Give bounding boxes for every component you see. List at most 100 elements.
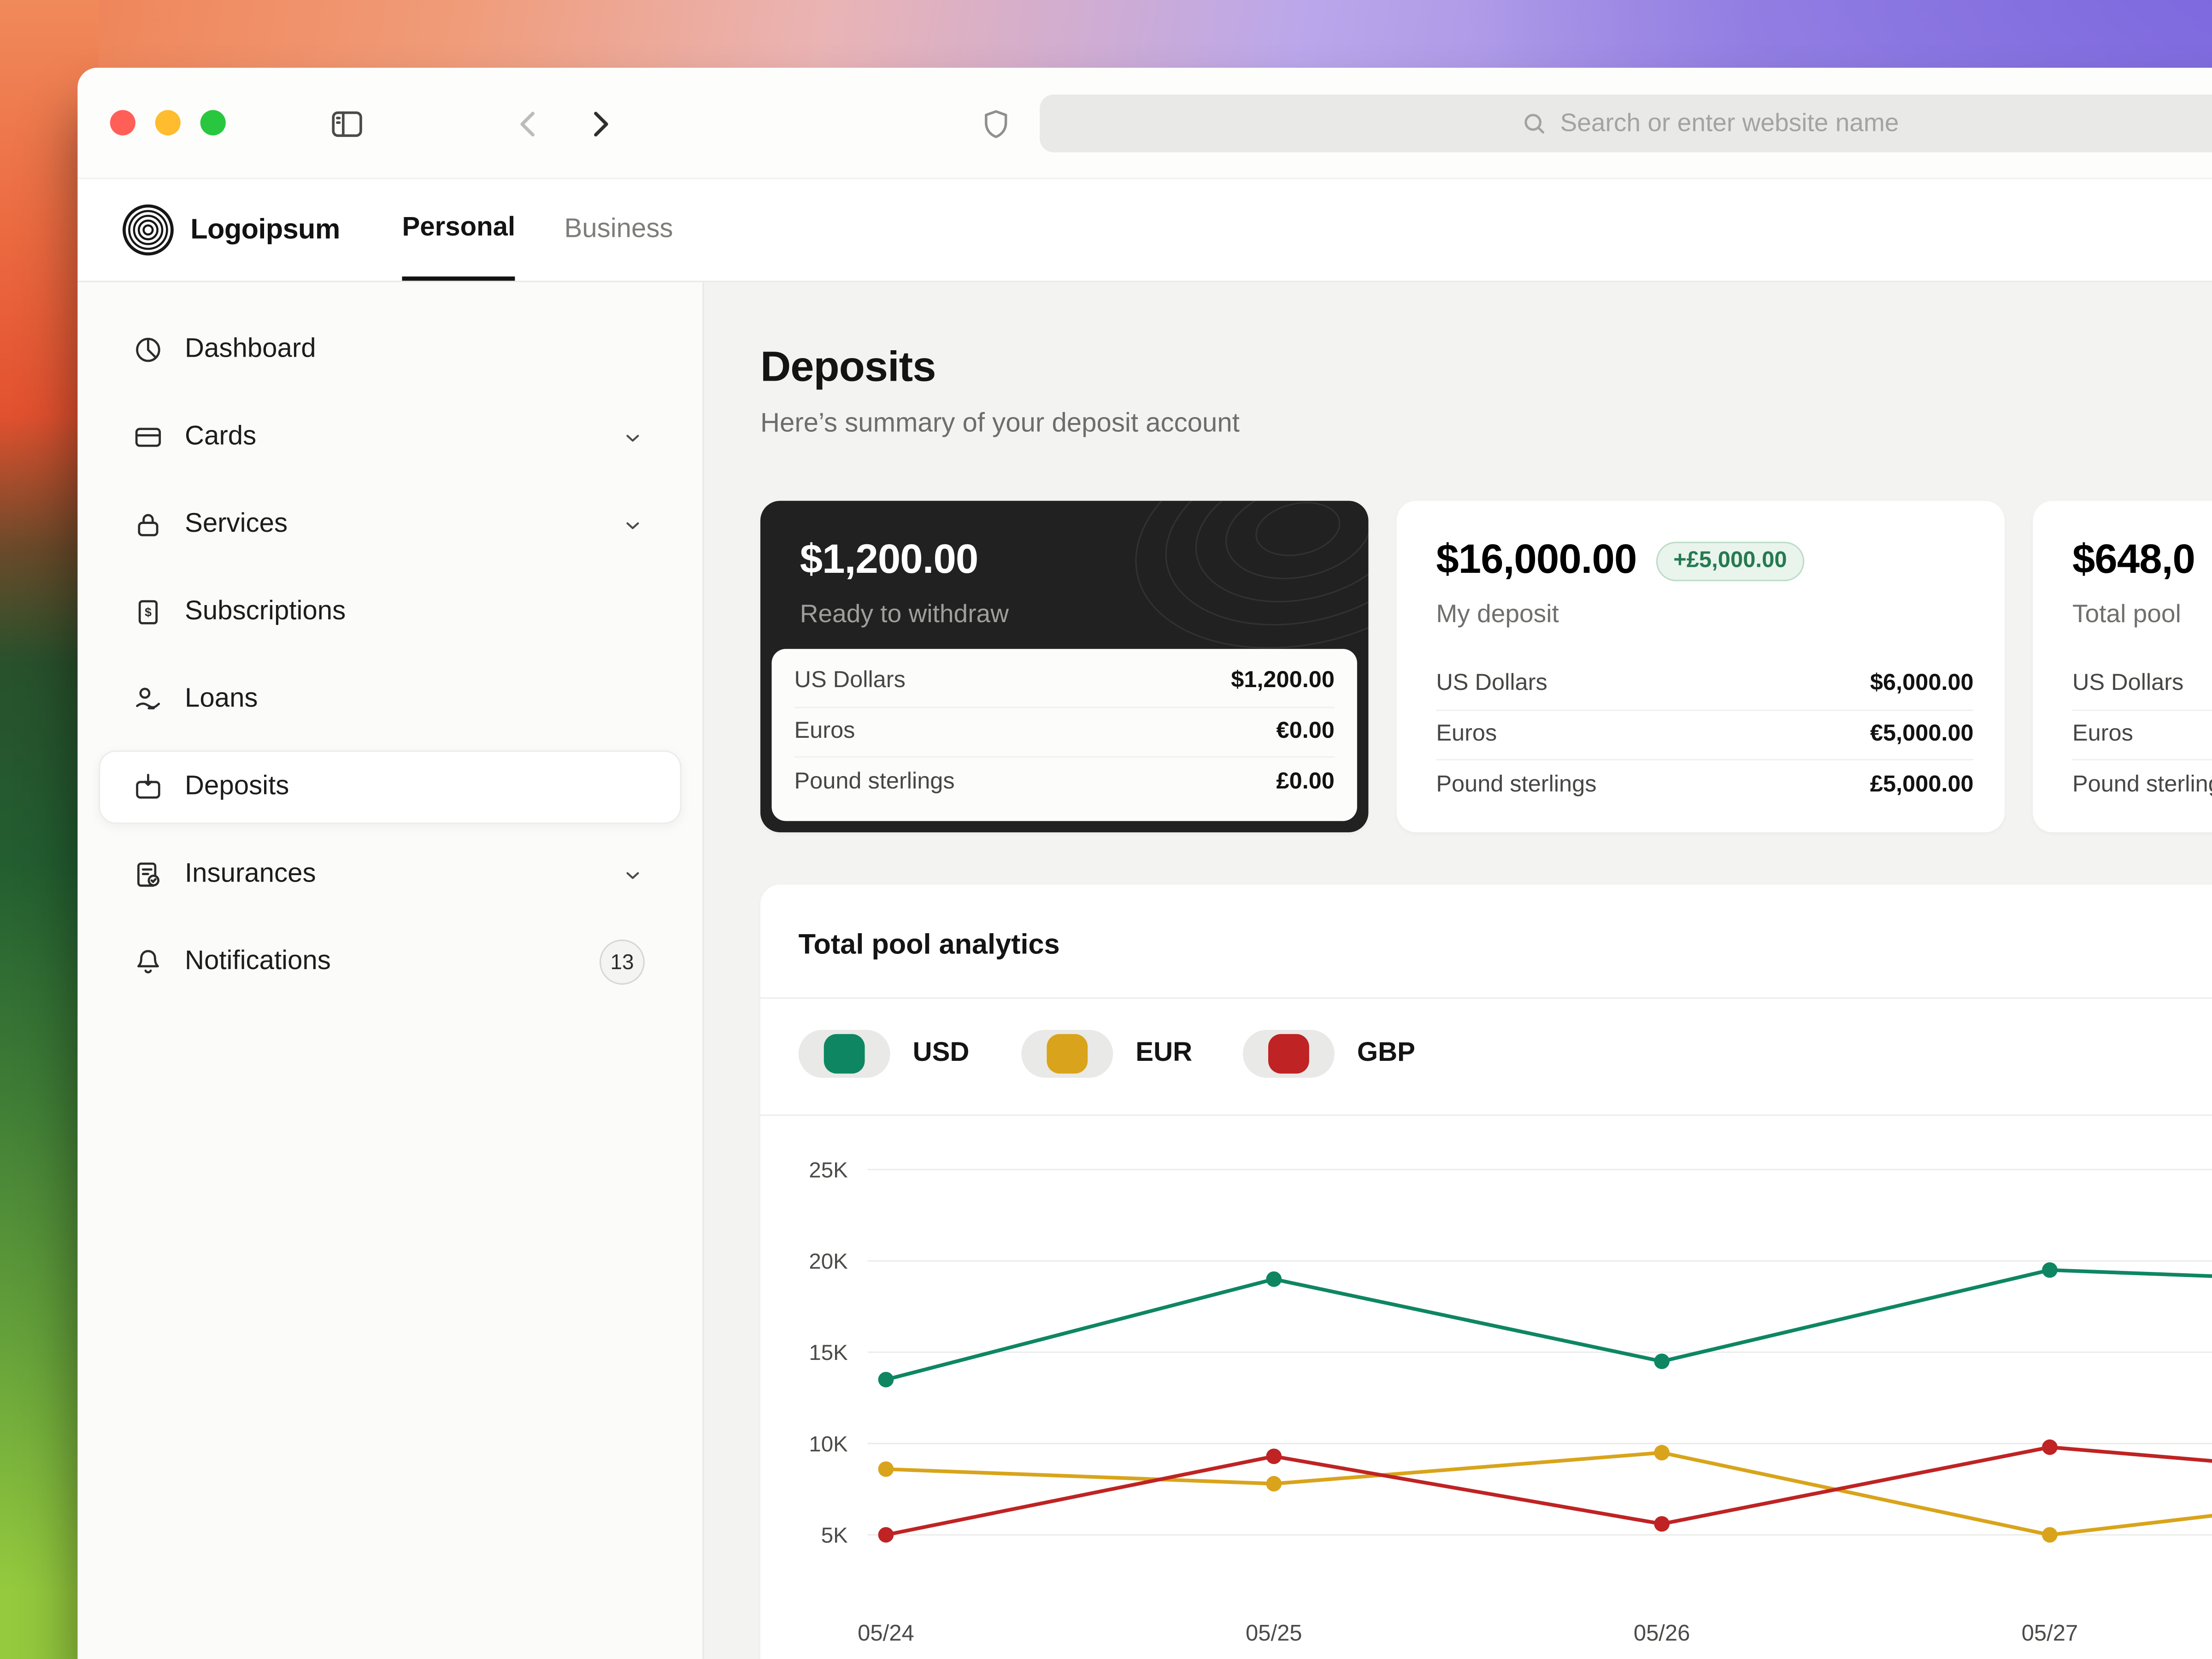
currency-row: Euros (2072, 709, 2212, 759)
gbp-toggle[interactable]: GBP (1242, 1030, 1415, 1078)
sidebar-toggle-icon (332, 111, 362, 136)
analytics-line-chart: 5K 10K 15K 20K 25K 05/24 05/25 05/26 05/27 (809, 1158, 2212, 1646)
shield-icon (985, 109, 1007, 138)
app-body: Dashboard Cards (77, 282, 2212, 1659)
hand-coin-icon (133, 684, 164, 715)
card-amount: $1,200.00 (800, 537, 979, 583)
svg-text:05/24: 05/24 (858, 1621, 914, 1646)
browser-toolbar: Search or enter website name (77, 67, 2212, 179)
topo-decoration (1135, 500, 1369, 649)
sidebar-item-label: Deposits (185, 771, 289, 801)
eur-toggle-knob (1047, 1034, 1088, 1074)
page-subtitle: Here’s summary of your deposit account (760, 409, 1240, 439)
app-header: Logoipsum Personal Business (77, 179, 2212, 282)
privacy-shield-button[interactable] (976, 68, 1016, 179)
sidebar-item-loans[interactable]: Loans (99, 663, 681, 736)
deposit-box-icon (133, 771, 164, 802)
card-amount: $16,000.00 +£5,000.00 (1436, 537, 1804, 584)
currency-value: €0.00 (1276, 718, 1335, 744)
currency-value: $6,000.00 (1870, 670, 1974, 696)
sidebar-item-label: Insurances (185, 859, 316, 889)
currency-breakdown: US Dollars $1,200.00 Euros €0.00 Pound s… (771, 649, 1357, 821)
toggle-label: GBP (1357, 1038, 1415, 1068)
svg-text:05/26: 05/26 (1634, 1621, 1690, 1646)
card-caption: My deposit (1436, 600, 1559, 628)
svg-text:20K: 20K (809, 1249, 848, 1274)
currency-row: US Dollars $6,000.00 (1436, 659, 1973, 709)
card-caption: Ready to withdraw (800, 600, 1009, 628)
minimize-window-button[interactable] (155, 110, 181, 135)
back-icon (520, 111, 535, 136)
analytics-title: Total pool analytics (798, 930, 1060, 961)
currency-row: US Dollars (2072, 659, 2212, 709)
sidebar-item-notifications[interactable]: Notifications 13 (99, 925, 681, 999)
search-placeholder: Search or enter website name (1560, 108, 1899, 137)
logo-icon (123, 204, 174, 256)
dashboard-icon (133, 335, 164, 365)
card-caption: Total pool (2072, 600, 2181, 628)
sidebar-item-cards[interactable]: Cards (99, 400, 681, 474)
currency-label: Euros (2072, 721, 2133, 747)
currency-label: US Dollars (2072, 670, 2184, 696)
page-title: Deposits (760, 344, 936, 391)
sidebar-item-label: Loans (185, 684, 258, 714)
withdraw-card: $1,200.00 Ready to withdraw US Dollars $… (760, 500, 1369, 833)
sidebar-item-insurances[interactable]: Insurances (99, 838, 681, 911)
total-pool-card: $648,0 Total pool US Dollars Euros (2033, 500, 2212, 833)
svg-text:15K: 15K (809, 1341, 848, 1365)
usd-toggle[interactable]: USD (798, 1030, 970, 1078)
toggle-pill[interactable] (1242, 1030, 1335, 1078)
svg-text:25K: 25K (809, 1158, 848, 1182)
zoom-window-button[interactable] (200, 110, 226, 135)
currency-value: £0.00 (1276, 768, 1335, 794)
tab-personal[interactable]: Personal (402, 179, 516, 281)
total-pool-analytics-panel: Total pool analytics USD EUR GBP (760, 884, 2212, 1659)
chevron-down-icon (622, 864, 643, 885)
back-button[interactable] (509, 68, 549, 179)
sidebar-item-dashboard[interactable]: Dashboard (99, 313, 681, 387)
currency-label: Pound sterlings (794, 768, 955, 794)
chevron-down-icon (622, 514, 643, 535)
browser-search-bar[interactable]: Search or enter website name (1040, 94, 2212, 153)
currency-row: US Dollars $1,200.00 (794, 656, 1334, 706)
svg-text:05/27: 05/27 (2022, 1621, 2078, 1646)
card-amount: $648,0 (2072, 537, 2195, 583)
svg-text:5K: 5K (821, 1523, 848, 1547)
currency-breakdown: US Dollars $6,000.00 Euros €5,000.00 Pou… (1436, 659, 1974, 809)
toggle-label: EUR (1135, 1038, 1193, 1068)
sidebar-item-label: Subscriptions (185, 596, 346, 627)
bell-icon (133, 947, 164, 977)
forward-button[interactable] (580, 68, 619, 179)
chevron-down-icon (622, 427, 643, 448)
currency-label: US Dollars (1436, 670, 1547, 696)
sidebar-item-subscriptions[interactable]: $ Subscriptions (99, 576, 681, 649)
sidebar-item-label: Services (185, 509, 288, 539)
toggle-label: USD (912, 1038, 970, 1068)
currency-label: US Dollars (794, 667, 906, 693)
divider (760, 997, 2212, 999)
brand[interactable]: Logoipsum (121, 179, 340, 281)
toggle-pill[interactable] (1021, 1030, 1113, 1078)
toggle-pill[interactable] (798, 1030, 890, 1078)
eur-toggle[interactable]: EUR (1021, 1030, 1192, 1078)
currency-breakdown: US Dollars Euros Pound sterlings (2072, 659, 2212, 809)
sidebar-item-deposits[interactable]: Deposits (99, 750, 682, 824)
currency-label: Pound sterlings (1436, 771, 1597, 797)
currency-row: Euros €5,000.00 (1436, 709, 1974, 759)
gbp-toggle-knob (1268, 1034, 1309, 1074)
sidebar: Dashboard Cards (77, 282, 704, 1659)
tab-business[interactable]: Business (564, 214, 673, 244)
sidebar-item-services[interactable]: Services (99, 488, 681, 561)
brand-name: Logoipsum (190, 213, 340, 245)
currency-row: Pound sterlings (2072, 759, 2212, 809)
forward-icon (594, 111, 608, 136)
sidebar-toggle-button[interactable] (323, 68, 371, 179)
svg-text:05/25: 05/25 (1246, 1621, 1302, 1646)
currency-label: Euros (1436, 721, 1497, 747)
deposit-change-badge: +£5,000.00 (1656, 541, 1804, 581)
close-window-button[interactable] (110, 110, 135, 135)
browser-window: Search or enter website name Logoipsum P… (77, 67, 2212, 1659)
currency-value: £5,000.00 (1870, 771, 1974, 797)
currency-value: €5,000.00 (1870, 721, 1974, 747)
